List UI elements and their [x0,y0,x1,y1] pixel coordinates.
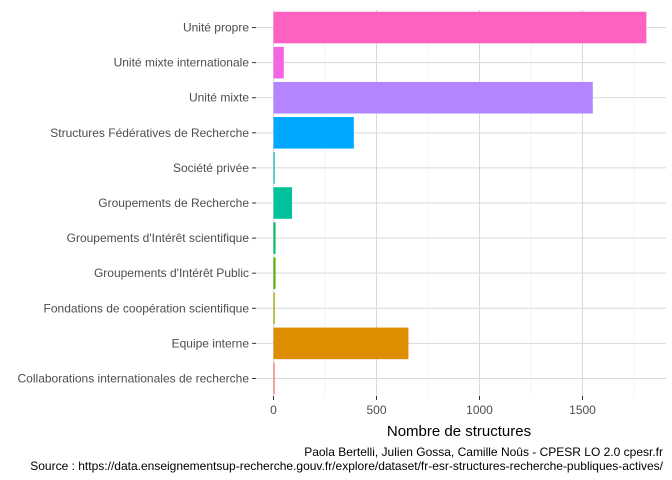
bar [273,362,275,395]
category-label: Unité mixte [189,91,249,105]
category-label: Groupements d'Intérêt Public [94,266,249,280]
bar [273,257,276,289]
category-label: Unité mixte internationale [114,56,250,70]
category-label: Groupements d'Intérêt scientifique [67,231,250,245]
x-tick-label: 1500 [569,403,596,417]
bar [273,11,647,44]
bar [273,292,275,325]
category-label: Collaborations internationales de recher… [18,371,250,385]
category-labels: Unité propre Unité mixte internationale Un… [18,21,256,385]
category-label: Société privée [173,161,249,175]
category-label: Fondations de coopération scientifique [44,301,250,315]
bar [273,327,409,360]
bar [273,46,284,79]
bars [273,11,647,395]
x-tick-label: 0 [270,403,277,417]
x-tick-labels: 0 500 1000 1500 [270,396,596,417]
category-label: Groupements de Recherche [98,196,249,210]
bar [273,222,276,254]
bar [273,81,593,114]
category-label: Structures Fédératives de Recherche [50,126,249,140]
caption-credits: Paola Bertelli, Julien Gossa, Camille No… [304,445,663,459]
x-tick-label: 1000 [466,403,493,417]
category-label: Equipe interne [172,336,250,350]
bar [273,152,275,184]
caption-source: Source : https://data.enseignementsup-re… [30,459,663,473]
bar [273,187,293,219]
bar [273,117,354,149]
x-tick-label: 500 [366,403,386,417]
category-label: Unité propre [183,21,249,35]
x-axis-title: Nombre de structures [387,423,531,440]
